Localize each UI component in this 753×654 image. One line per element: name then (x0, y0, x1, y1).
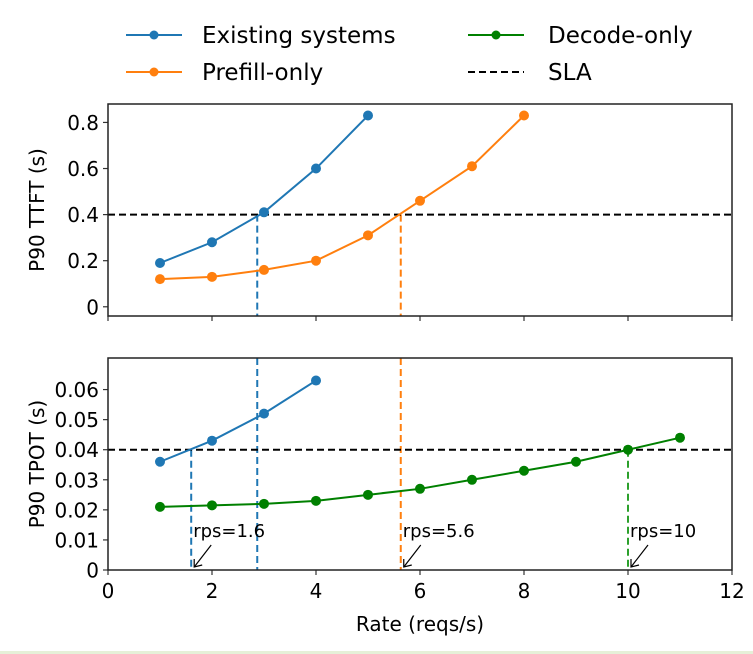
annotation-label: rps=10 (630, 521, 696, 542)
plot-frame (107, 357, 733, 571)
y-tick-label: 0 (86, 559, 99, 583)
legend-item: Existing systems (126, 23, 396, 49)
y-tick-label: 0.01 (54, 528, 99, 552)
data-point (155, 258, 165, 268)
legend-item: Decode-only (468, 23, 693, 49)
data-point (311, 375, 321, 386)
data-point (207, 271, 217, 282)
y-tick-label: 0.2 (67, 249, 99, 273)
y-tick-label: 0.03 (54, 468, 99, 492)
data-point (259, 207, 269, 218)
data-point (363, 110, 373, 121)
x-tick-label: 2 (206, 579, 219, 603)
y-axis-label: P90 TTFT (s) (25, 148, 49, 272)
annotation-arrowhead (193, 559, 203, 568)
annotation-arrow (193, 544, 212, 568)
bottom-strip (0, 651, 753, 654)
x-tick-label: 10 (615, 579, 640, 603)
data-point (467, 474, 477, 485)
data-point (311, 255, 321, 266)
data-point (207, 500, 217, 511)
series-line (159, 379, 317, 463)
x-tick-label: 12 (719, 579, 744, 603)
annotation-label: rps=1.6 (193, 521, 265, 542)
legend-label: Prefill-only (202, 60, 323, 86)
data-point (207, 237, 217, 248)
data-point (207, 435, 217, 446)
data-point (155, 501, 165, 512)
annotation-label: rps=5.6 (403, 521, 475, 542)
data-point (259, 498, 269, 509)
legend-item: Prefill-only (126, 60, 323, 86)
y-tick-label: 0.06 (54, 378, 99, 402)
data-point (363, 230, 373, 241)
y-tick-label: 0.05 (54, 408, 99, 432)
data-point (519, 110, 529, 121)
data-point (467, 161, 477, 172)
x-tick-label: 4 (310, 579, 323, 603)
data-point (415, 195, 425, 206)
x-axis-label: Rate (reqs/s) (356, 612, 484, 636)
y-tick-label: 0.6 (67, 157, 99, 181)
y-axis-label: P90 TPOT (s) (25, 400, 49, 529)
data-point (259, 264, 269, 275)
data-point (155, 456, 165, 467)
legend-label: SLA (548, 60, 592, 86)
data-point (259, 408, 269, 419)
series-line (159, 436, 681, 508)
data-point (311, 163, 321, 174)
y-tick-label: 0.02 (54, 498, 99, 522)
data-point (415, 483, 425, 494)
data-point (311, 495, 321, 506)
annotation-arrowhead (630, 559, 640, 568)
annotation-arrowhead (403, 559, 412, 568)
legend-item: SLA (468, 60, 592, 86)
annotation-arrow (630, 544, 649, 568)
tpot-panel: P90 TPOT (s) 0 0.01 0.02 0.03 0.04 0.05 0.06 0 2 4… (25, 357, 745, 603)
y-tick-label: 0.04 (54, 438, 99, 462)
data-point (519, 465, 529, 476)
legend: Existing systems Prefill-only Decode-only S… (126, 23, 693, 86)
x-tick-label: 0 (102, 579, 115, 603)
legend-label: Decode-only (548, 23, 693, 49)
x-tick-label: 8 (518, 579, 531, 603)
ttft-panel: P90 TTFT (s) 0 0.2 0.4 0.6 0.8 (25, 103, 733, 321)
legend-swatch-marker (149, 67, 159, 77)
y-tick-label: 0.8 (67, 111, 99, 135)
data-point (675, 432, 685, 443)
series-line (159, 114, 525, 281)
x-tick-label: 6 (414, 579, 427, 603)
data-point (363, 489, 373, 500)
plot-frame (107, 103, 733, 317)
data-point (155, 274, 165, 285)
legend-label: Existing systems (202, 23, 396, 49)
data-point (623, 444, 633, 455)
legend-swatch-marker (491, 30, 501, 40)
legend-swatch-marker (149, 30, 159, 40)
data-point (571, 456, 581, 467)
annotation-arrow (403, 544, 422, 568)
series-line (159, 114, 369, 264)
y-tick-label: 0 (86, 295, 99, 319)
y-tick-label: 0.4 (67, 203, 99, 227)
